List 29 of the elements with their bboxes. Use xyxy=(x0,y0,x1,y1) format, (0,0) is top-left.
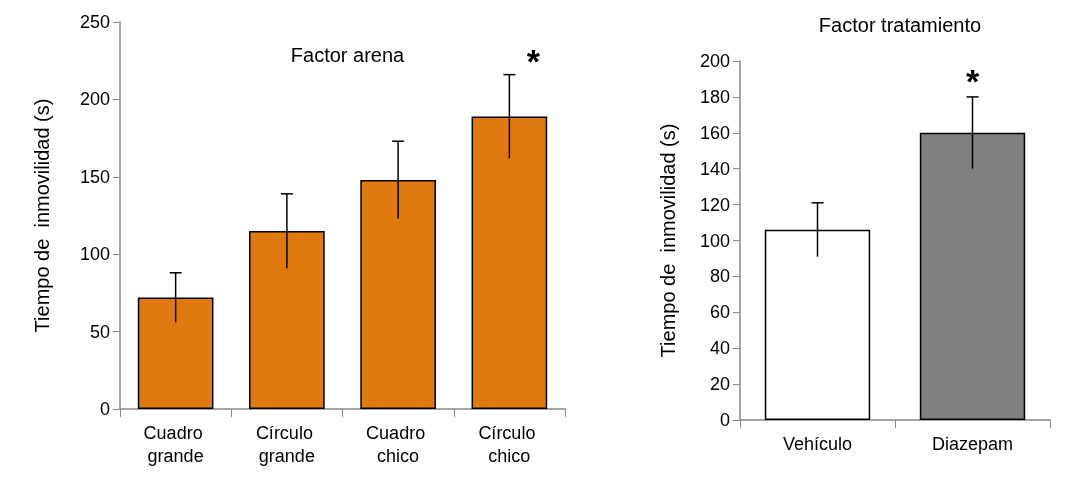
annotation: * xyxy=(965,61,980,100)
y-tick-label: 40 xyxy=(709,338,730,359)
y-tick-label: 100 xyxy=(699,230,730,251)
y-tick-label: 20 xyxy=(709,374,730,395)
y-tick-label: 250 xyxy=(79,12,110,32)
text: Factor arena xyxy=(290,44,406,66)
y-tick-label: 80 xyxy=(709,266,730,287)
y-tick-label: 150 xyxy=(79,166,110,187)
y-tick-label: 180 xyxy=(699,86,730,107)
x-tick-label: Cuadro grande xyxy=(143,422,208,466)
x-tick-label: Círculo chico xyxy=(478,422,541,466)
x-tick-label: Diazepam xyxy=(931,433,1014,454)
y-axis-title: Tiempo de inmovilidad (s) xyxy=(31,98,53,333)
x-tick-label: Vehículo xyxy=(782,433,853,454)
chart-title: Factor tratamiento xyxy=(818,14,982,36)
x-tick-label: Círculo grande xyxy=(255,422,318,466)
y-axis-title: Tiempo de inmovilidad (s) xyxy=(657,123,679,358)
annotation: * xyxy=(526,41,541,80)
y-tick-label: 140 xyxy=(699,158,730,179)
y-tick-label: 100 xyxy=(79,244,110,265)
y-tick-label: 60 xyxy=(709,302,730,323)
y-tick-label: 200 xyxy=(699,51,730,71)
y-tick-label: 0 xyxy=(719,410,730,430)
x-tick-label: Cuadro chico xyxy=(366,422,431,466)
y-tick-label: 200 xyxy=(79,89,110,110)
y-tick-label: 0 xyxy=(99,399,110,419)
y-tick-label: 120 xyxy=(699,194,730,215)
y-tick-label: 160 xyxy=(699,122,730,143)
y-tick-label: 50 xyxy=(89,321,110,342)
